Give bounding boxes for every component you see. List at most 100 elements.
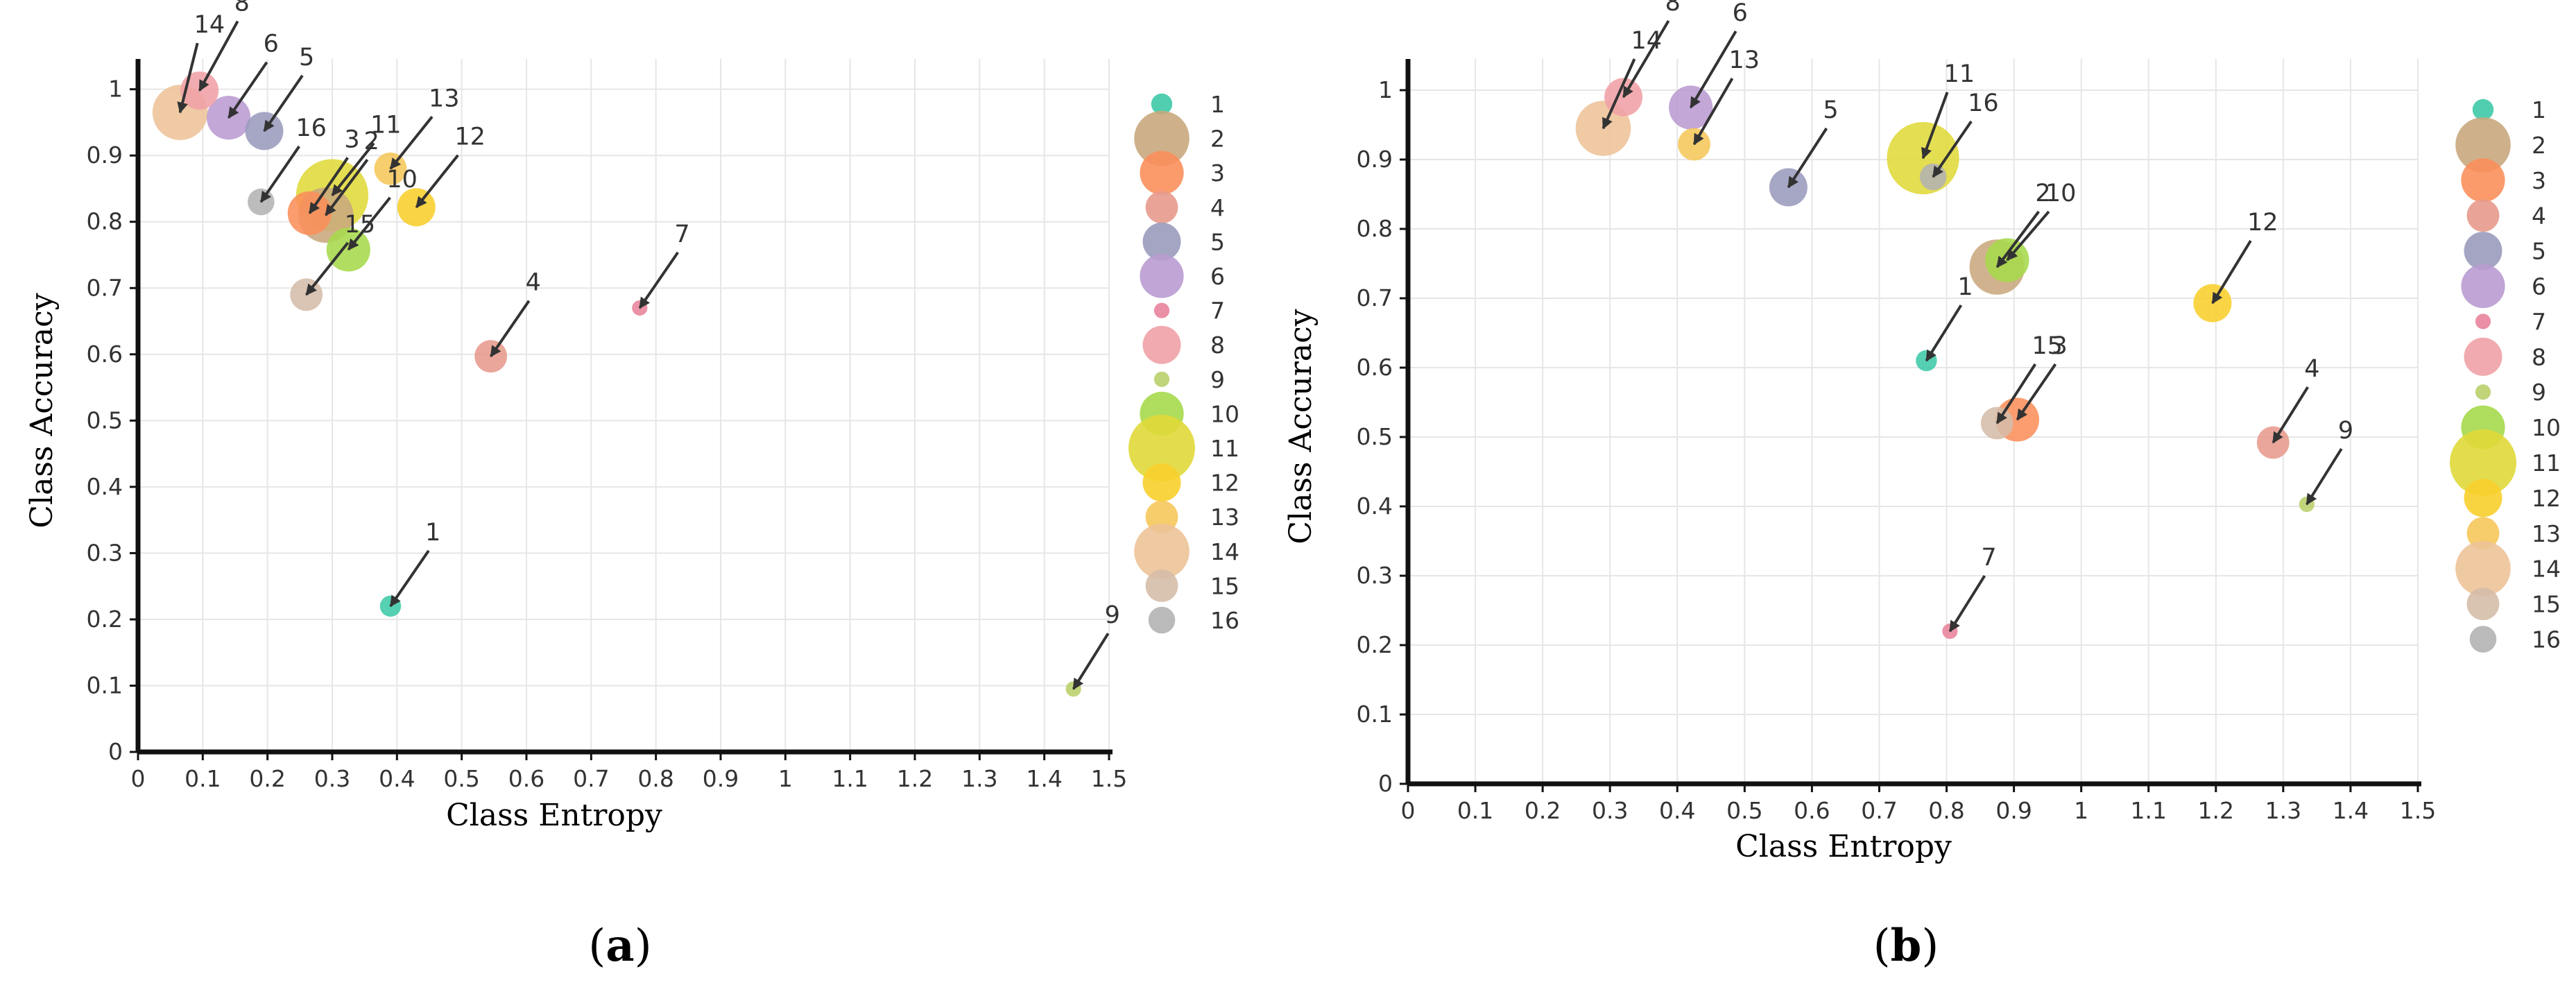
- x-tick-label: 0.5: [443, 765, 479, 792]
- annotation-label: 7: [674, 221, 689, 248]
- legend-label: 9: [2532, 379, 2546, 406]
- annotation-arrow: [1925, 304, 1963, 362]
- legend-marker: [2466, 199, 2500, 232]
- legend-marker: [1145, 569, 1178, 602]
- x-tick-label: 0.2: [1525, 797, 1561, 824]
- y-tick-label: 0.9: [1357, 146, 1393, 173]
- legend-marker: [1134, 110, 1190, 166]
- x-tick-label: 0.7: [1861, 797, 1897, 824]
- annotation-label: 5: [1823, 96, 1838, 124]
- legend-marker: [2475, 384, 2491, 400]
- annotation-arrow: [1072, 633, 1110, 690]
- x-tick-label: 1.1: [832, 765, 868, 792]
- annotation-label: 4: [526, 269, 541, 297]
- annotation-label: 15: [345, 211, 376, 239]
- x-tick-label: 0.3: [1592, 797, 1628, 824]
- annotation-arrow: [263, 74, 304, 132]
- y-tick-label: 0.2: [1357, 631, 1393, 658]
- annotation-arrow: [2006, 210, 2050, 262]
- data-point: [248, 188, 275, 216]
- x-tick-label: 1.2: [2198, 797, 2234, 824]
- y-tick-label: 0.5: [1357, 423, 1393, 450]
- legend-label: 13: [2532, 520, 2561, 547]
- y-tick-label: 0: [108, 738, 123, 765]
- legend-marker: [2455, 117, 2511, 173]
- annotation-arrow: [1622, 19, 1670, 98]
- x-tick-label: 0.9: [703, 765, 739, 792]
- legend-marker: [2472, 98, 2494, 121]
- y-tick-label: 0.8: [87, 208, 123, 235]
- y-tick-label: 0.3: [87, 539, 123, 566]
- x-tick-label: 1.4: [2333, 797, 2369, 824]
- chart-panel-a: 0 0.1 0.2 0.3 0.4 0.5 0.6 0.7 0.8 0.9 1 1.1 1.2 1.3 1.…: [24, 0, 1239, 833]
- x-tick-label: 0.9: [1995, 797, 2032, 824]
- x-tick-label: 1.3: [2265, 797, 2301, 824]
- annotation-label: 16: [1968, 89, 1999, 117]
- x-tick-label: 1.2: [897, 765, 933, 792]
- legend-marker: [2475, 314, 2491, 329]
- legend-marker: [1142, 463, 1181, 502]
- legend-marker: [1145, 191, 1178, 224]
- y-tick-label: 0.7: [87, 274, 123, 301]
- annotation-arrow: [227, 61, 268, 119]
- y-tick-label: 0.3: [1357, 562, 1393, 589]
- legend-label: 3: [1210, 160, 1225, 187]
- legend-marker: [1153, 302, 1170, 318]
- annotation-label: 11: [1944, 60, 1975, 88]
- y-tick-label: 0.6: [87, 341, 123, 368]
- legend-label: 16: [2532, 626, 2561, 653]
- annotation-label: 2: [364, 128, 379, 155]
- legend-label: 2: [2532, 132, 2546, 159]
- annotation-arrow: [389, 116, 433, 170]
- annotation-label: 11: [370, 112, 402, 139]
- legend-label: 14: [1210, 538, 1239, 565]
- x-tick-label: 1.3: [961, 765, 997, 792]
- annotation-arrow: [389, 549, 430, 608]
- x-tick-label: 0.6: [1794, 797, 1830, 824]
- legend-label: 11: [2532, 449, 2561, 477]
- annotation-arrow: [1602, 58, 1636, 130]
- y-tick-label: 0.7: [1357, 284, 1393, 311]
- annotation-label: 8: [234, 0, 250, 17]
- legend-marker: [2464, 337, 2502, 376]
- panel-caption-b: (b): [1873, 920, 1939, 972]
- legend-label: 15: [2532, 591, 2561, 618]
- x-tick-label: 0.4: [1659, 797, 1695, 824]
- y-tick-label: 0.6: [1357, 354, 1393, 381]
- legend-marker: [2466, 517, 2500, 550]
- annotation-label: 8: [1665, 0, 1681, 17]
- legend-label: 4: [1210, 194, 1225, 221]
- annotation-arrow: [1995, 210, 2040, 268]
- annotation-arrow: [198, 20, 239, 92]
- x-tick-label: 0.2: [249, 765, 285, 792]
- y-tick-label: 0.2: [87, 606, 123, 633]
- annotation-arrow: [1787, 127, 1828, 189]
- legend-marker: [2464, 479, 2502, 517]
- annotation-label: 3: [2052, 332, 2067, 360]
- y-tick-label: 0.8: [1357, 215, 1393, 242]
- x-tick-label: 0.6: [508, 765, 544, 792]
- annotation-label: 16: [295, 114, 327, 142]
- x-tick-label: 0: [1401, 797, 1416, 824]
- annotation-label: 15: [2032, 332, 2063, 360]
- legend-marker: [1142, 325, 1181, 364]
- annotation-arrow: [1995, 363, 2037, 425]
- legend-marker: [1128, 415, 1195, 481]
- annotation-arrow: [2016, 363, 2057, 421]
- legend-label: 6: [1210, 263, 1225, 290]
- legend-label: 1: [1210, 91, 1225, 118]
- legend-label: 15: [1210, 572, 1239, 599]
- annotation-arrow: [415, 154, 459, 208]
- y-tick-label: 1: [1378, 76, 1393, 103]
- annotation-label: 2: [2035, 180, 2050, 207]
- x-axis-title: Class Entropy: [1735, 829, 1952, 864]
- annotation-arrow: [347, 196, 391, 251]
- annotation-label: 12: [454, 123, 486, 151]
- x-tick-label: 0.5: [1726, 797, 1762, 824]
- annotation-arrow: [305, 241, 350, 296]
- annotation-label: 7: [1981, 544, 1996, 572]
- annotation-arrow: [1921, 92, 1949, 160]
- legend-marker: [1142, 222, 1181, 261]
- legend-marker: [1151, 93, 1173, 115]
